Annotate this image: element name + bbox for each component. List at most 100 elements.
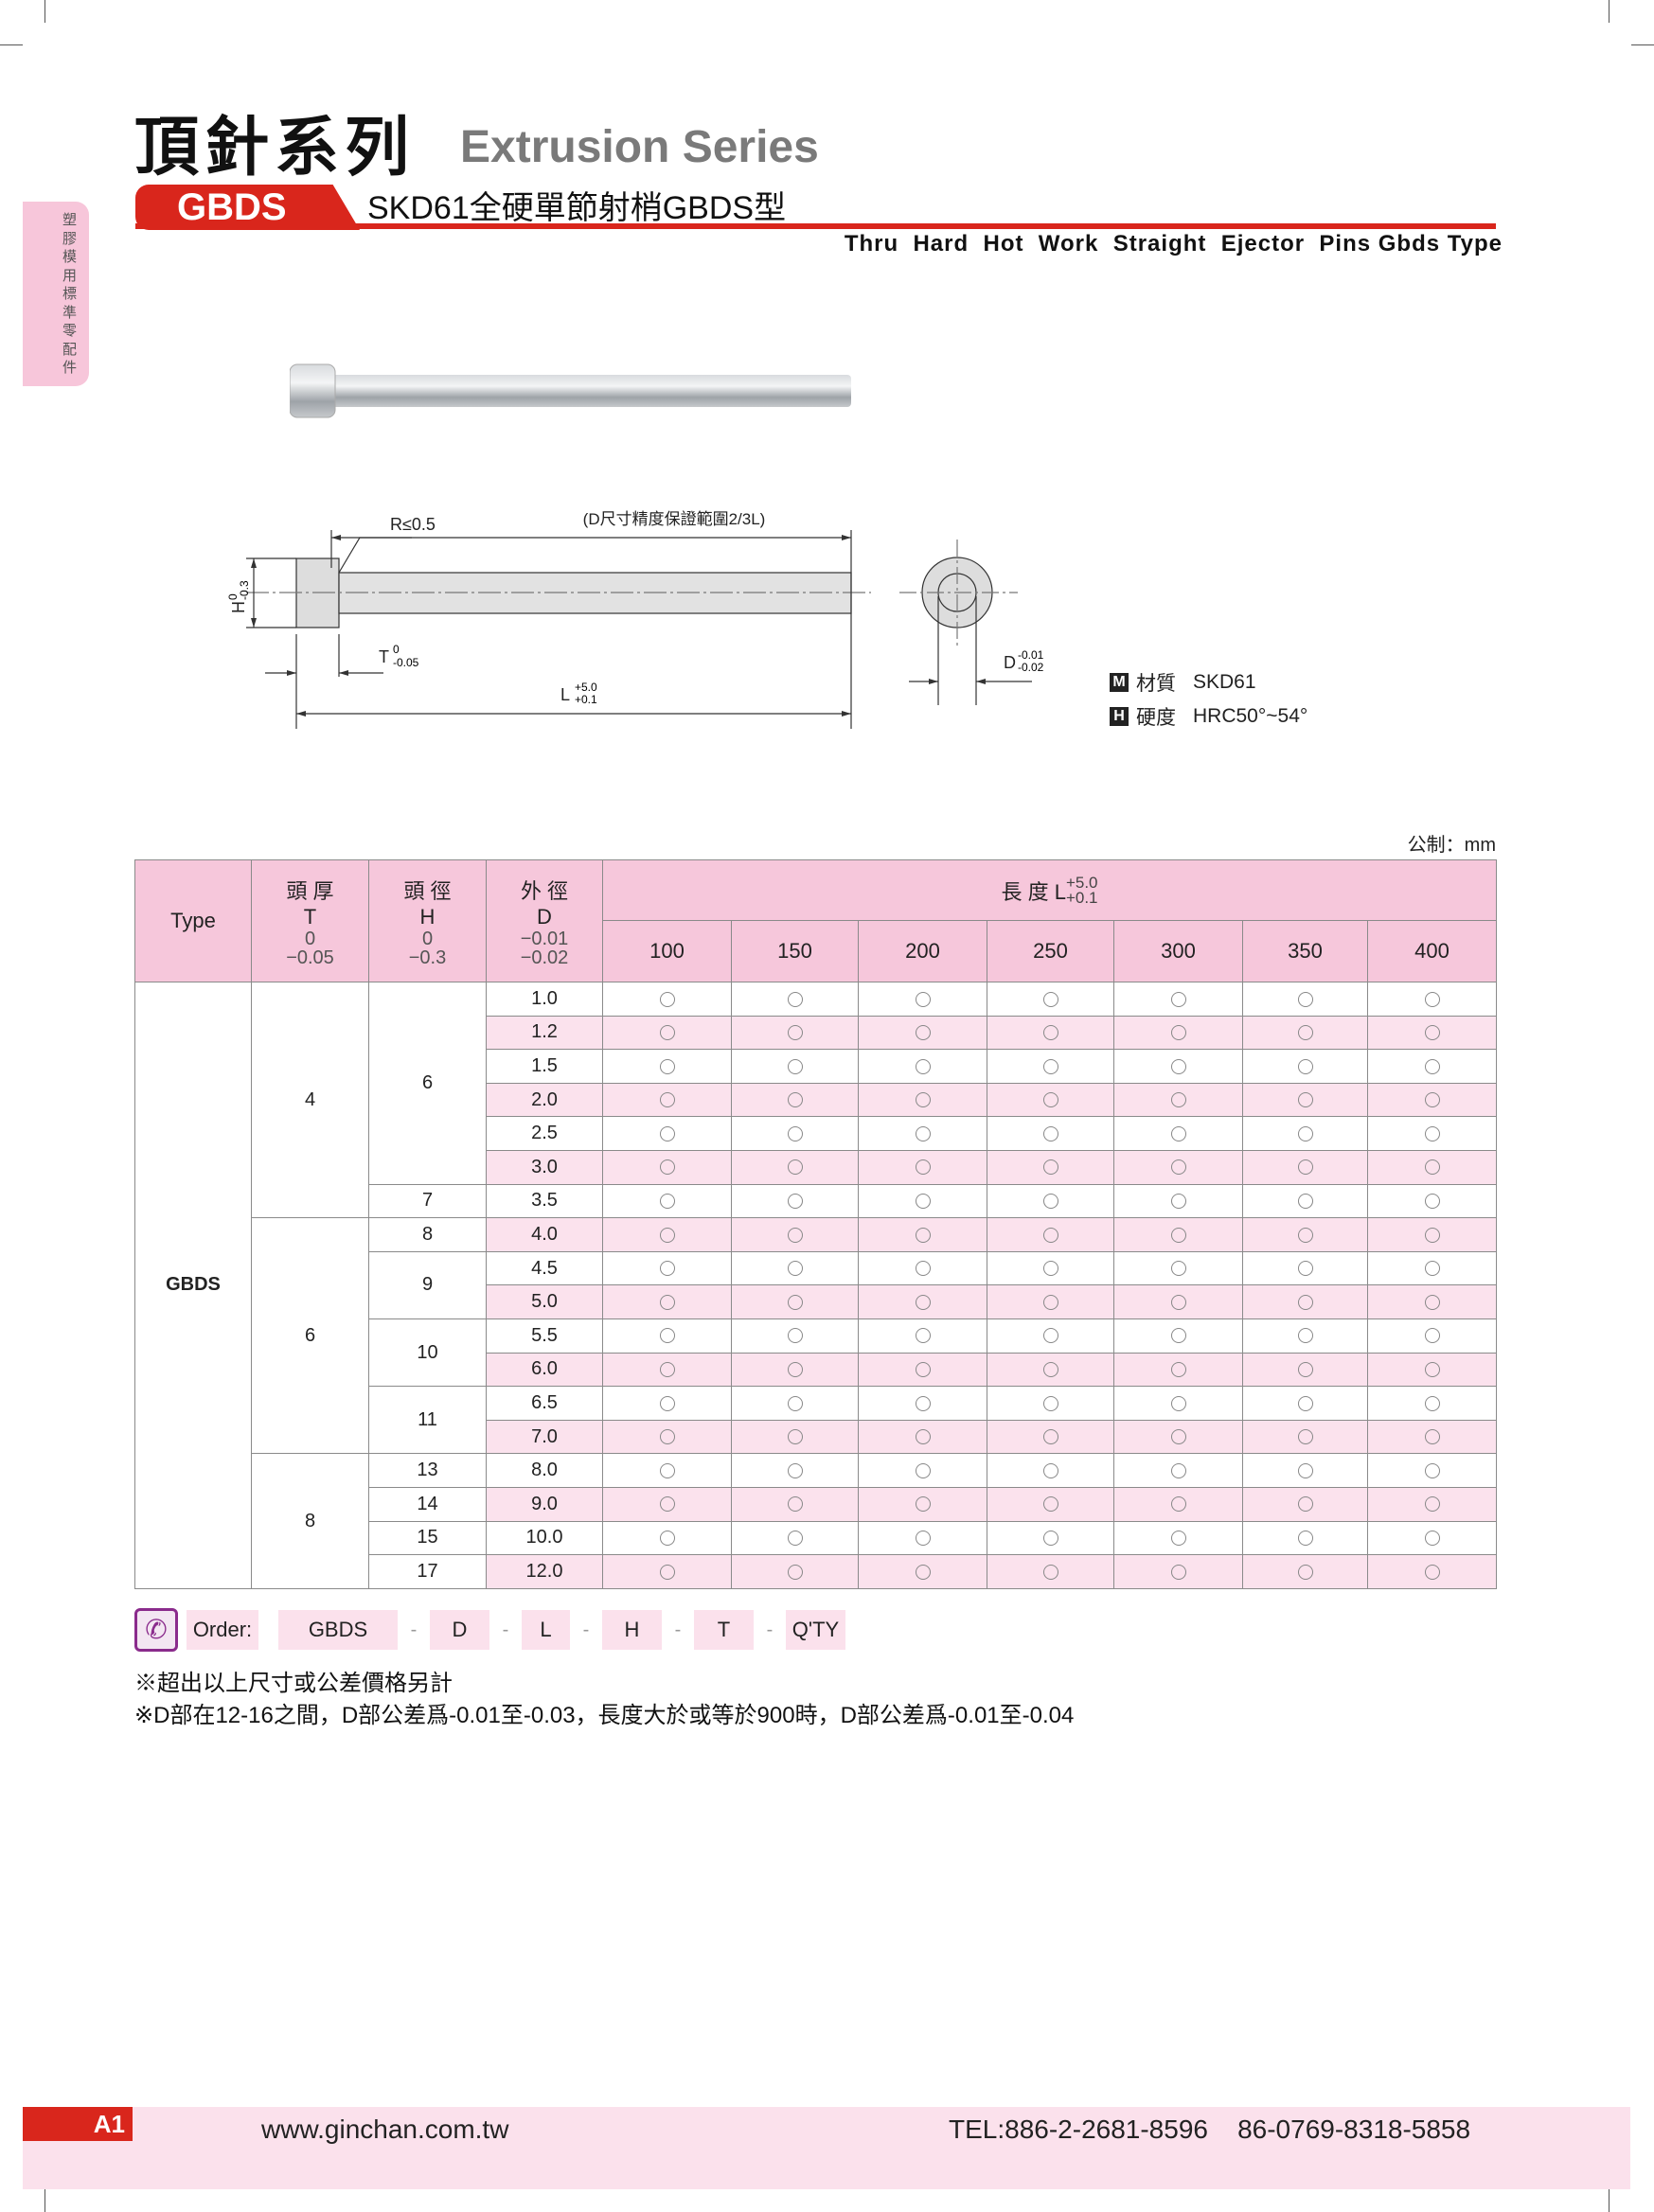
available-mark-icon <box>1297 1294 1313 1310</box>
availability-cell <box>1113 1049 1243 1084</box>
availability-cell <box>858 1386 987 1421</box>
d-cell: 1.0 <box>486 982 603 1017</box>
material-spec: M 材質 SKD61 <box>1110 668 1256 697</box>
header-h: 頭 徑 H 0 −0.3 <box>368 859 487 982</box>
available-mark-icon <box>659 1531 675 1547</box>
available-mark-icon <box>1042 1261 1058 1277</box>
available-mark-icon <box>659 1194 675 1210</box>
header-length-400: 400 <box>1367 920 1497 982</box>
availability-cell <box>1367 1318 1497 1354</box>
available-mark-icon <box>659 1328 675 1344</box>
d-cell: 5.0 <box>486 1284 603 1319</box>
available-mark-icon <box>1042 1159 1058 1176</box>
order-part: L <box>522 1610 570 1650</box>
availability-cell <box>1113 1352 1243 1388</box>
available-mark-icon <box>659 1294 675 1310</box>
available-mark-icon <box>1297 1328 1313 1344</box>
order-separator: - <box>766 1619 774 1640</box>
availability-cell <box>1242 982 1368 1017</box>
availability-cell <box>602 1419 732 1455</box>
table-row: 5.0 <box>135 1284 1497 1319</box>
availability-cell <box>602 1116 732 1151</box>
available-mark-icon <box>1424 1294 1440 1310</box>
available-mark-icon <box>787 1462 803 1478</box>
availability-cell <box>1242 1386 1368 1421</box>
availability-cell <box>602 1318 732 1354</box>
available-mark-icon <box>1424 991 1440 1007</box>
availability-cell <box>1113 1116 1243 1151</box>
spec-table: Type 頭 厚 T 0 −0.05 頭 徑 H 0 −0.3 外 徑 D −0.01 −0.02… <box>134 859 1497 1589</box>
availability-cell <box>858 1049 987 1084</box>
available-mark-icon <box>787 1564 803 1580</box>
order-format: ✆ Order: GBDS - D - L - H - T - Q'TY <box>134 1608 845 1652</box>
available-mark-icon <box>1297 991 1313 1007</box>
available-mark-icon <box>1297 1125 1313 1141</box>
range-label: (D尺寸精度保證範圍2/3L) <box>583 510 766 528</box>
availability-cell <box>858 1419 987 1455</box>
h-cell: 6 <box>368 982 487 1185</box>
available-mark-icon <box>787 1395 803 1411</box>
availability-cell <box>1367 1116 1497 1151</box>
available-mark-icon <box>1170 1025 1186 1041</box>
availability-cell <box>1113 1082 1243 1118</box>
availability-cell <box>987 1149 1114 1185</box>
order-part: Q'TY <box>786 1610 845 1650</box>
d-cell: 5.5 <box>486 1318 603 1354</box>
availability-cell <box>731 1183 859 1219</box>
d-tol-lower: -0.02 <box>1018 661 1044 674</box>
availability-cell <box>1367 1082 1497 1118</box>
subtitle: SKD61全硬單節射梢GBDS型 <box>367 190 787 226</box>
availability-cell <box>602 982 732 1017</box>
availability-cell <box>1113 982 1243 1017</box>
table-row: 7 3.5 <box>135 1183 1497 1219</box>
availability-cell <box>987 1554 1114 1589</box>
header-length-150: 150 <box>731 920 859 982</box>
d-cell: 6.0 <box>486 1352 603 1388</box>
availability-cell <box>858 1318 987 1354</box>
order-separator: - <box>582 1619 590 1640</box>
order-separator: - <box>674 1619 682 1640</box>
availability-cell <box>1242 1520 1368 1556</box>
available-mark-icon <box>1424 1496 1440 1513</box>
available-mark-icon <box>1424 1564 1440 1580</box>
page-title: 頂針系列 <box>134 111 416 186</box>
footer-band <box>23 2107 1630 2189</box>
availability-cell <box>987 1486 1114 1522</box>
available-mark-icon <box>1170 1496 1186 1513</box>
header-length-300: 300 <box>1113 920 1243 982</box>
availability-cell <box>602 1183 732 1219</box>
available-mark-icon <box>1297 1362 1313 1378</box>
t-cell: 6 <box>251 1217 369 1455</box>
availability-cell <box>858 1554 987 1589</box>
available-mark-icon <box>1424 1395 1440 1411</box>
h-tol-upper: 0 <box>227 593 240 600</box>
available-mark-icon <box>787 1159 803 1176</box>
table-row: 3.0 <box>135 1149 1497 1185</box>
available-mark-icon <box>1170 1227 1186 1243</box>
h-cell: 10 <box>368 1318 487 1388</box>
availability-cell <box>731 1554 859 1589</box>
d-cell: 8.0 <box>486 1453 603 1488</box>
radius-label: R≤0.5 <box>390 515 436 534</box>
availability-cell <box>731 982 859 1017</box>
available-mark-icon <box>915 1159 931 1176</box>
d-cell: 3.0 <box>486 1149 603 1185</box>
t-label: T <box>379 647 389 666</box>
available-mark-icon <box>1042 1395 1058 1411</box>
availability-cell <box>987 1183 1114 1219</box>
availability-cell <box>602 1486 732 1522</box>
series-badge: GBDS <box>135 185 360 230</box>
available-mark-icon <box>1170 1125 1186 1141</box>
t-tol-lower: -0.05 <box>393 656 419 669</box>
h-label: H <box>229 601 248 613</box>
availability-cell <box>1242 1183 1368 1219</box>
website-link[interactable]: www.ginchan.com.tw <box>261 2115 509 2144</box>
availability-cell <box>858 1082 987 1118</box>
availability-cell <box>731 1250 859 1286</box>
available-mark-icon <box>659 1395 675 1411</box>
table-row: 8 13 8.0 <box>135 1453 1497 1589</box>
available-mark-icon <box>1042 1227 1058 1243</box>
d-cell: 4.5 <box>486 1250 603 1286</box>
available-mark-icon <box>659 1429 675 1445</box>
available-mark-icon <box>787 1058 803 1074</box>
